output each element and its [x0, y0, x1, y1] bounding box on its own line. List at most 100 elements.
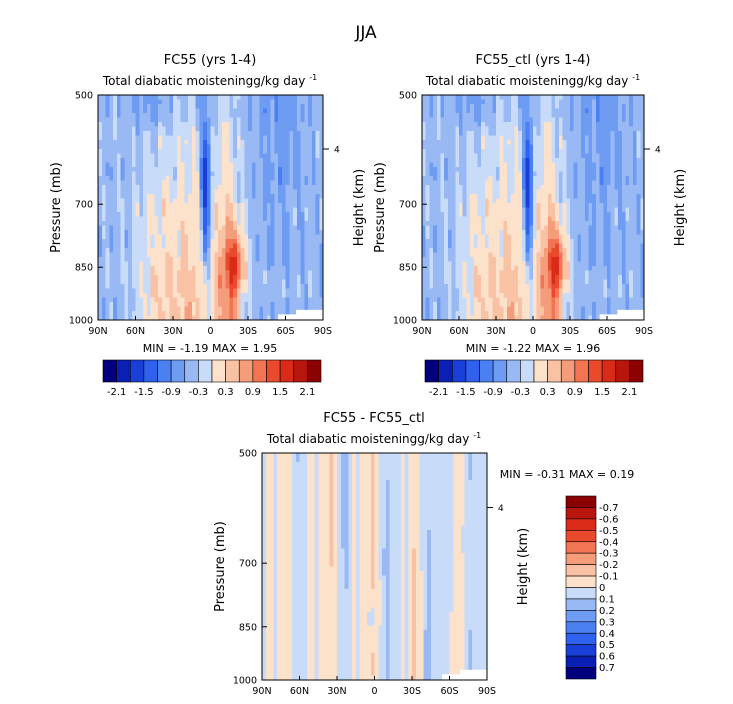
field-cell: [278, 180, 283, 186]
field-cell: [470, 95, 475, 101]
field-cell: [154, 266, 159, 272]
field-cell: [128, 117, 133, 123]
field-cell: [300, 153, 305, 159]
field-cell: [229, 306, 234, 312]
field-cell: [555, 140, 560, 146]
field-cell: [315, 176, 320, 182]
field-cell: [293, 162, 298, 168]
field-cell: [274, 221, 279, 227]
field-cell: [319, 167, 324, 173]
field-cell: [503, 185, 508, 191]
field-cell: [625, 99, 630, 105]
field-cell: [422, 234, 427, 240]
field-cell: [507, 158, 512, 164]
field-cell: [214, 293, 219, 299]
field-cell: [551, 176, 556, 182]
field-cell: [451, 176, 456, 182]
field-cell: [214, 216, 219, 222]
field-cell: [105, 225, 110, 231]
field-cell: [477, 113, 482, 119]
field-cell: [180, 95, 185, 101]
x-tick-label: 60S: [276, 326, 294, 337]
field-cell: [562, 122, 567, 128]
field-cell: [139, 216, 144, 222]
field-cell: [636, 131, 641, 137]
field-cell: [514, 167, 519, 173]
field-cell: [281, 288, 287, 294]
field-cell: [466, 230, 471, 236]
field-cell: [514, 144, 519, 150]
field-cell: [218, 270, 223, 276]
field-cell: [263, 306, 268, 312]
field-cell: [173, 270, 178, 276]
field-cell: [169, 162, 174, 168]
field-cell: [128, 288, 133, 294]
field-cell: [113, 243, 118, 249]
field-cell: [518, 113, 523, 119]
field-cell: [259, 108, 264, 114]
field-cell: [210, 158, 215, 164]
field-cell: [289, 117, 294, 123]
field-cell: [158, 252, 163, 258]
subtitle-text: Total diabatic moistening: [102, 74, 253, 88]
field-cell: [488, 108, 493, 114]
field-cell: [229, 122, 234, 128]
field-cell: [191, 108, 197, 114]
field-cell: [184, 140, 189, 146]
field-cell: [240, 117, 245, 123]
field-cell: [562, 126, 567, 132]
field-cell: [98, 266, 103, 272]
field-cell: [584, 167, 590, 173]
field-cell: [521, 207, 527, 213]
field-cell: [551, 185, 556, 191]
field-cell: [236, 99, 242, 105]
field-cell: [131, 239, 137, 245]
field-cell: [610, 153, 615, 159]
field-cell: [169, 153, 174, 159]
field-cell: [510, 234, 516, 240]
field-cell: [555, 176, 560, 182]
field-cell: [433, 95, 438, 101]
field-cell: [618, 149, 623, 155]
field-cell: [293, 225, 298, 231]
field-cell: [625, 189, 630, 195]
field-cell: [640, 176, 645, 182]
field-cell: [618, 104, 623, 110]
field-cell: [632, 225, 638, 231]
field-cell: [315, 117, 320, 123]
field-cell: [113, 315, 118, 321]
field-cell: [270, 315, 275, 321]
field-cell: [199, 117, 204, 123]
field-cell: [488, 117, 493, 123]
max-label: MAX =: [212, 342, 253, 355]
field-cell: [98, 176, 103, 182]
field-cell: [199, 230, 204, 236]
field-cell: [592, 131, 597, 137]
field-cell: [263, 198, 268, 204]
field-cell: [488, 153, 493, 159]
field-cell: [195, 225, 200, 231]
field-cell: [285, 293, 290, 299]
field-cell: [274, 189, 279, 195]
field-cell: [488, 185, 493, 191]
field-cell: [529, 117, 534, 123]
field-cell: [98, 230, 103, 236]
field-cell: [308, 108, 313, 114]
field-cell: [236, 297, 242, 303]
field-cell: [311, 171, 317, 177]
field-cell: [255, 185, 260, 191]
field-cell: [296, 162, 302, 168]
field-cell: [146, 221, 152, 227]
field-cell: [173, 171, 178, 177]
field-cell: [251, 203, 257, 209]
field-cell: [248, 288, 253, 294]
field-cell: [459, 194, 464, 200]
field-cell: [251, 194, 257, 200]
field-cell: [521, 104, 527, 110]
field-cell: [315, 167, 320, 173]
field-cell: [518, 135, 523, 141]
field-cell: [109, 302, 114, 308]
field-cell: [447, 230, 453, 236]
field-cell: [315, 104, 320, 110]
field-cell: [503, 140, 508, 146]
